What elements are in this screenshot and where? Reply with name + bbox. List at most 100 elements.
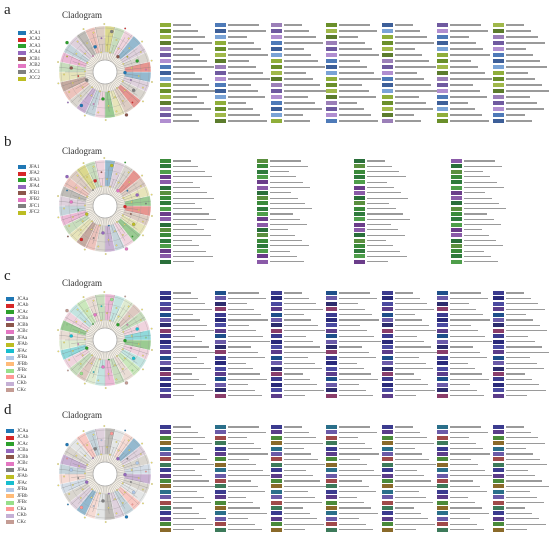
taxon-label-line	[228, 48, 262, 50]
taxon-swatch	[270, 350, 282, 355]
legend-swatch	[18, 57, 26, 62]
tree-node	[121, 368, 124, 370]
taxon-swatch	[270, 53, 282, 57]
taxon-legend-item	[160, 88, 216, 94]
taxon-swatch	[437, 457, 449, 462]
tree-branch	[116, 207, 139, 210]
taxon-swatch	[492, 65, 504, 69]
tree-branch	[113, 183, 131, 199]
taxon-label-line	[450, 395, 485, 397]
taxon-legend-item	[381, 360, 426, 366]
tree-node	[68, 91, 71, 93]
tree-branch	[92, 167, 102, 195]
tree-branch	[78, 176, 98, 198]
taxon-label-line	[394, 60, 429, 62]
legend-label: JCBb	[17, 454, 29, 460]
tree-node	[103, 425, 106, 427]
taxon-label-line	[283, 24, 302, 26]
taxon-legend-item	[270, 494, 315, 500]
tree-node	[66, 323, 68, 326]
taxon-swatch	[492, 495, 504, 500]
taxon-label-line	[339, 319, 380, 321]
tree-node	[84, 472, 86, 475]
taxon-legend-item	[326, 106, 365, 112]
taxon-label-line	[228, 453, 269, 455]
taxon-label-line	[450, 437, 470, 439]
taxon-legend-item	[326, 393, 374, 399]
legend-label: JCB2	[29, 63, 41, 69]
legend-label: JCAa	[17, 428, 29, 434]
taxon-swatch	[381, 334, 393, 339]
taxon-legend-item	[492, 94, 530, 100]
tree-node	[77, 477, 80, 479]
taxon-swatch	[215, 345, 227, 349]
taxon-label-line	[283, 507, 303, 509]
tree-branch	[70, 347, 97, 371]
taxon-label-line	[339, 485, 370, 487]
taxon-legend-item	[492, 393, 527, 399]
taxon-swatch	[215, 355, 227, 360]
tree-node	[110, 29, 114, 34]
taxon-swatch	[437, 77, 449, 81]
tree-branch	[86, 82, 101, 115]
tree-branch	[109, 82, 124, 115]
taxon-swatch	[215, 372, 227, 376]
tree-node	[121, 234, 124, 236]
taxon-swatch	[326, 323, 338, 328]
taxon-legend-item	[215, 387, 256, 393]
taxon-legend-item	[215, 505, 261, 511]
tree-node	[151, 215, 153, 217]
taxon-label-line	[173, 502, 211, 504]
taxon-swatch	[381, 41, 393, 45]
taxon-swatch	[381, 312, 393, 317]
taxon-label-line	[505, 373, 525, 375]
tree-node	[86, 61, 89, 64]
tree-branch	[101, 83, 104, 100]
taxon-swatch	[451, 164, 462, 169]
taxon-swatch	[326, 388, 338, 393]
tree-node	[57, 463, 59, 465]
taxon-swatch	[437, 323, 449, 328]
tree-branch	[108, 179, 114, 195]
taxon-swatch	[492, 95, 504, 99]
taxon-label-line	[270, 218, 300, 220]
tree-branch	[114, 480, 138, 498]
taxon-legend-item	[326, 312, 373, 318]
taxon-legend-item	[270, 489, 308, 495]
taxon-swatch	[492, 107, 504, 111]
tree-branch	[109, 216, 124, 249]
legend-swatch	[6, 355, 14, 360]
taxon-label-line	[464, 186, 504, 189]
taxon-label-line	[270, 171, 289, 173]
taxon-swatch	[381, 119, 393, 123]
legend-item: JFBc	[6, 500, 28, 507]
taxon-label-line	[394, 48, 415, 50]
taxon-legend-item	[381, 440, 434, 446]
taxon-legend-item	[326, 510, 379, 516]
taxon-swatch	[437, 307, 449, 312]
taxon-legend-item	[381, 295, 420, 301]
tree-node	[107, 506, 110, 509]
taxon-swatch	[160, 201, 171, 206]
taxon-swatch	[270, 301, 282, 306]
taxon-swatch	[437, 388, 449, 393]
taxon-legend-item	[270, 393, 305, 399]
taxon-swatch	[160, 500, 171, 505]
taxon-swatch	[492, 366, 504, 371]
tree-node	[86, 463, 89, 466]
taxon-label-line	[173, 368, 211, 370]
taxon-legend-item	[437, 516, 471, 522]
tree-branch	[61, 209, 94, 221]
tree-node	[67, 101, 69, 104]
taxon-swatch	[437, 462, 449, 467]
taxon-label-line	[505, 114, 525, 116]
taxon-swatch	[160, 457, 171, 462]
taxon-label-line	[270, 229, 288, 231]
taxon-label-line	[450, 431, 489, 433]
taxon-swatch	[215, 65, 227, 69]
taxon-swatch	[326, 339, 338, 344]
taxon-legend-item	[326, 505, 372, 511]
tree-branch	[115, 76, 131, 84]
taxon-label-line	[228, 512, 268, 514]
taxon-swatch	[215, 291, 227, 295]
